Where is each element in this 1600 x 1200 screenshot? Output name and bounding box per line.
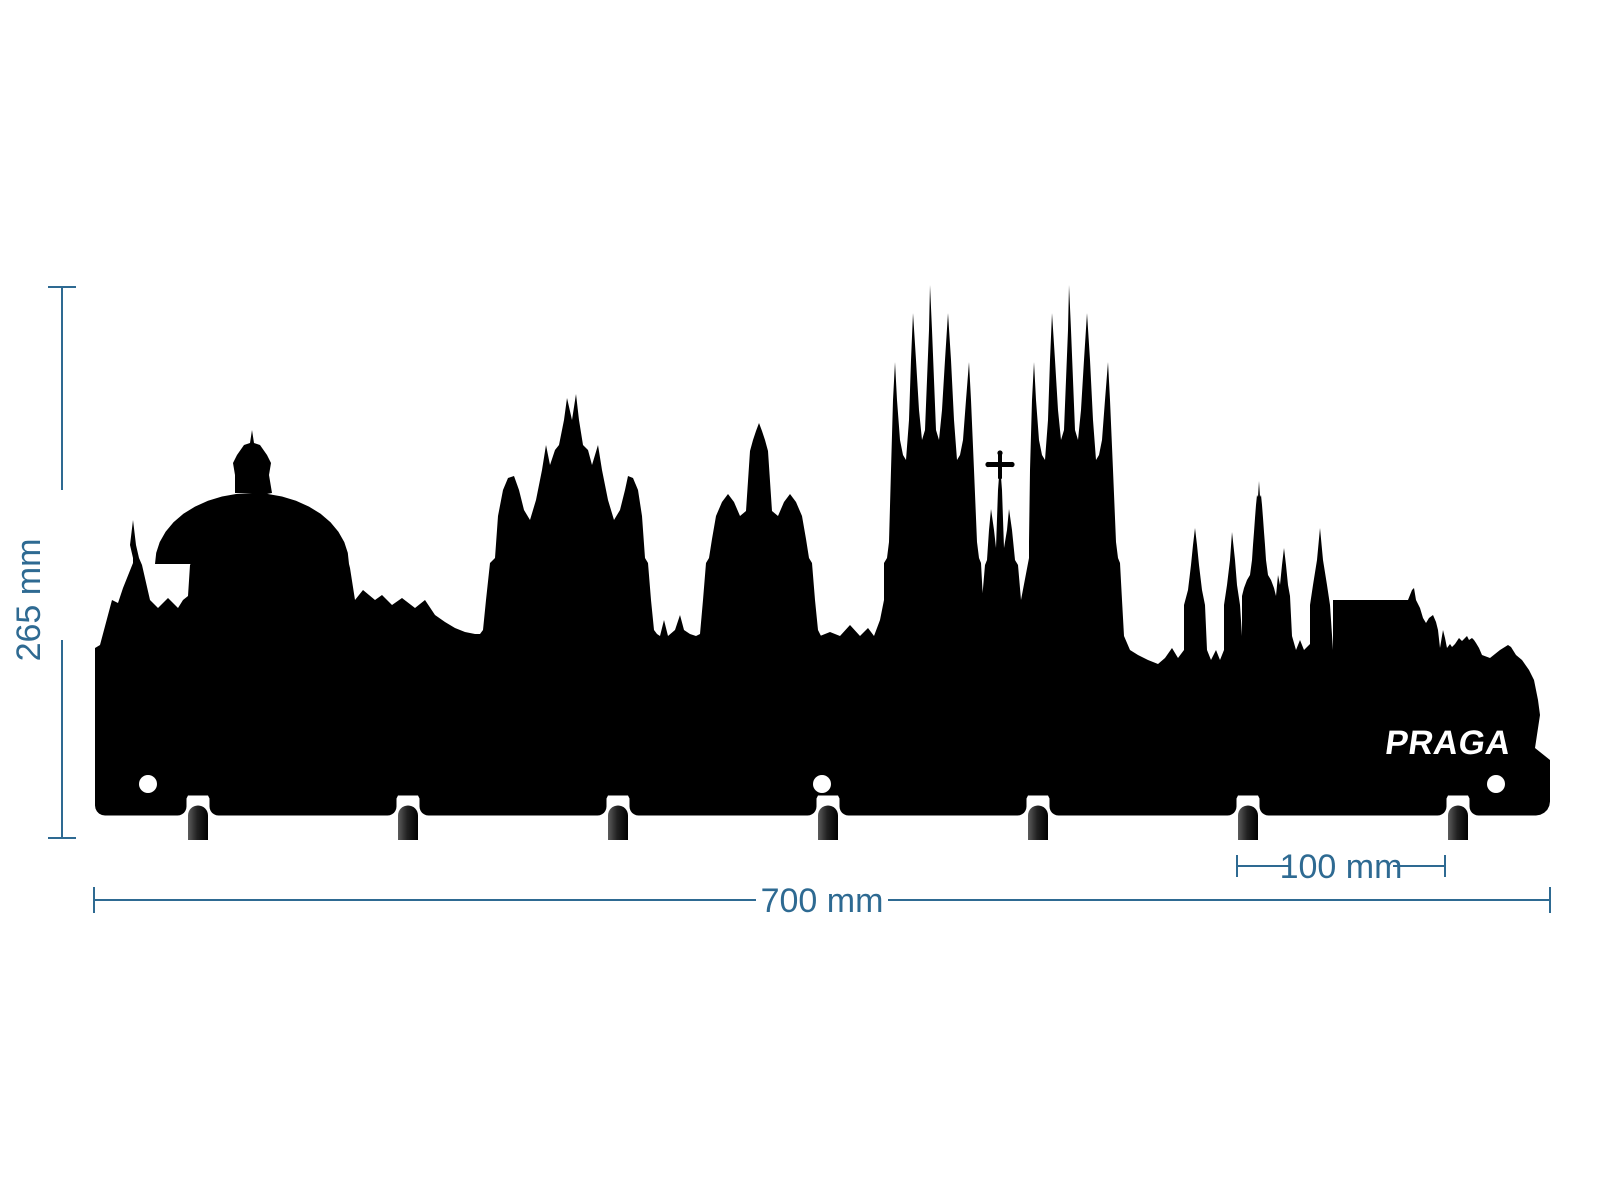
svg-text:700 mm: 700 mm [761,882,884,920]
svg-text:265 mm: 265 mm [10,539,48,662]
svg-text:100 mm: 100 mm [1280,848,1403,886]
svg-text:PRAGA: PRAGA [1383,724,1514,762]
